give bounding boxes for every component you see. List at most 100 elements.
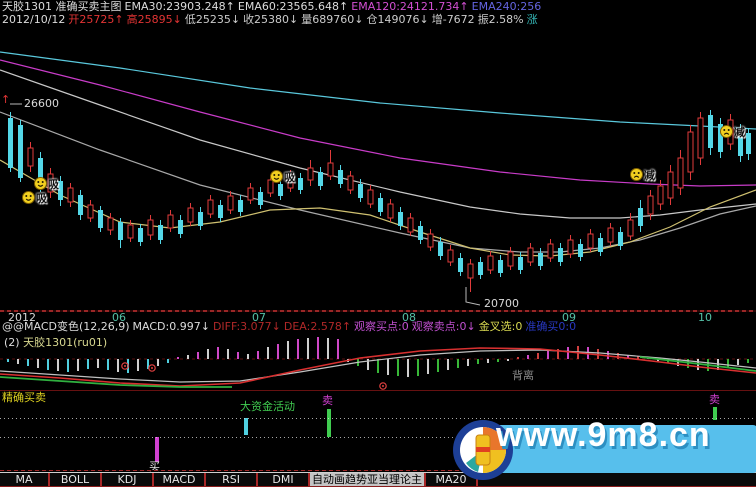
left-arrow-marker: ↑ [1, 93, 11, 106]
candle-down [318, 172, 323, 186]
candle-down [218, 205, 223, 218]
candle-up [167, 214, 174, 229]
candle-up [467, 263, 474, 279]
candle-down [58, 181, 63, 200]
tab-kdj[interactable]: KDJ [102, 473, 154, 486]
price-low-label: 20700 [484, 297, 519, 310]
macd-signal-marker-dot [151, 367, 153, 369]
smiley-sell-icon: 减 [630, 168, 655, 184]
header-line1: 天胶1301 准确买卖主图 EMA30:23903.248↑ EMA60:23565… [2, 0, 544, 13]
text-segment: 仓149076↓ [366, 13, 429, 26]
candle-down [498, 260, 503, 273]
text-segment: 准确买0:0 [525, 320, 577, 333]
header-line2: 2012/10/12 开25725↑ 高25895↓ 低25235↓ 收25380↓ 量6… [2, 13, 541, 26]
candle-up [487, 255, 494, 271]
candle-up [587, 233, 594, 249]
tab-ma[interactable]: MA [0, 473, 50, 486]
smiley-label: 吸 [48, 178, 59, 191]
price-high-label: 26600 [24, 97, 59, 110]
candle-down [18, 125, 23, 178]
text-segment: EMA120:24121.734↑ [351, 0, 469, 13]
candle-up [527, 247, 534, 263]
panel3-title: 精确买卖 [2, 391, 46, 404]
text-segment: DIFF:3.077↓ [212, 320, 281, 333]
candle-up [687, 131, 694, 173]
tab-macd[interactable]: MACD [154, 473, 206, 486]
buy-signal-label: 买 [149, 460, 160, 473]
candle-down [518, 257, 523, 270]
candle-up [697, 117, 704, 159]
candle-down [358, 184, 363, 198]
candle-down [338, 170, 343, 184]
x-axis-label: 08 [402, 311, 416, 324]
candle-up [87, 204, 94, 219]
macd-signal-marker-dot [382, 385, 384, 387]
candle-down [258, 192, 263, 205]
text-segment: 量689760↓ [301, 13, 364, 26]
tab-dmi[interactable]: DMI [258, 473, 310, 486]
candle-up [27, 147, 34, 167]
candle-down [638, 208, 643, 226]
candle-down [618, 232, 623, 246]
tab-ma20[interactable]: MA20 [426, 473, 478, 486]
text-segment: EMA60:23565.648↑ [237, 0, 349, 13]
tab-自动画趋势亚当理论主[interactable]: 自动画趋势亚当理论主 [310, 473, 426, 486]
text-segment: 2012/10/12 [2, 13, 66, 26]
text-segment: 涨 [526, 13, 538, 26]
smiley-buy-icon: 吸 [22, 191, 47, 207]
panel-divider-dashed [0, 470, 756, 471]
candle-up [307, 167, 314, 181]
tabbar-top-border [0, 472, 756, 473]
contract-name: 天胶1301(ru01) [23, 336, 108, 349]
tab-rsi[interactable]: RSI [206, 473, 258, 486]
macd-green-line [0, 376, 232, 388]
watermark-logo-icon [453, 420, 513, 480]
candle-down [198, 212, 203, 226]
text-segment: 低25235↓ [184, 13, 241, 26]
panel3-signal-bar [155, 437, 159, 462]
candle-down [278, 184, 283, 196]
panel3-signal-bar [713, 407, 717, 420]
macd-signal-marker [121, 362, 129, 370]
sell-signal-label: 卖 [709, 393, 720, 406]
x-axis-label: 10 [698, 311, 712, 324]
candle-up [187, 207, 194, 223]
candle-down [178, 220, 183, 234]
x-axis-label: 07 [252, 311, 266, 324]
text-segment: 增-7672 [431, 13, 475, 26]
macd-indicator-header[interactable]: @@MACD变色(12,26,9) MACD:0.997↓ DIFF:3.077↓ D… [2, 320, 579, 333]
candle-down [398, 212, 403, 226]
candle-down [138, 228, 143, 242]
candle-up [107, 217, 114, 231]
candle-up [267, 179, 274, 194]
grid-dotted-line [0, 418, 756, 419]
divergence-label: 背离 [512, 369, 534, 382]
big-money-label: 大资金活动 [240, 400, 295, 413]
watermark-url: www.9m8.cn [496, 416, 711, 454]
candle-up [667, 171, 674, 199]
smiley-sell-icon: 减 [720, 125, 745, 141]
text-segment: 天胶1301 准确买卖主图 [2, 0, 122, 13]
candle-down [746, 133, 751, 154]
macd-signal-marker-dot [124, 365, 126, 367]
macd-signal-marker [379, 382, 387, 390]
candle-up [627, 219, 634, 237]
candle-down [738, 130, 743, 156]
smiley-buy-icon: 吸 [270, 170, 295, 186]
x-axis-line [0, 310, 756, 312]
macd-diff-line [0, 347, 756, 387]
candle-down [598, 238, 603, 252]
candle-up [657, 185, 664, 205]
text-segment: 观察买点:0 [354, 320, 409, 333]
candle-down [238, 200, 243, 212]
text-segment: 观察卖点:0↓ [411, 320, 476, 333]
candle-down [478, 262, 483, 275]
text-segment: EMA240:256 [471, 0, 542, 13]
tab-boll[interactable]: BOLL [50, 473, 102, 486]
panel3-signal-bar [327, 409, 331, 437]
candle-up [227, 195, 234, 211]
text-segment: 收25380↓ [243, 13, 299, 26]
candle-up [677, 157, 684, 189]
